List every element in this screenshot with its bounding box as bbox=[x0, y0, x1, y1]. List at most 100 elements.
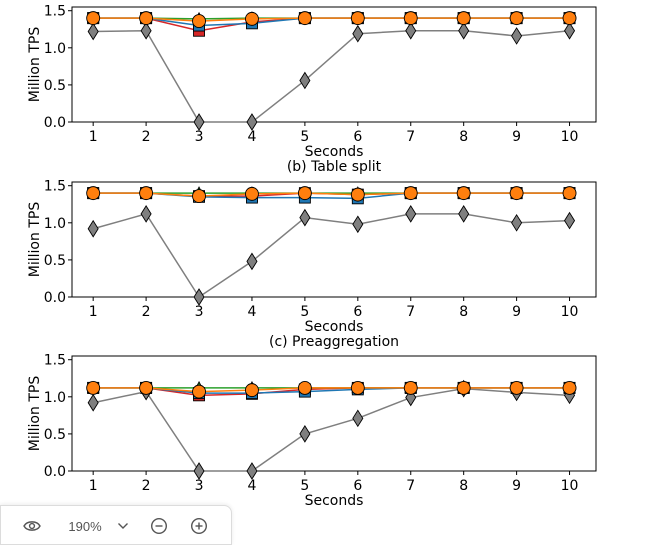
series-line bbox=[93, 29, 570, 123]
series-5 bbox=[86, 11, 577, 29]
x-tick-label: 9 bbox=[512, 478, 521, 494]
eye-icon[interactable] bbox=[21, 516, 43, 536]
data-point bbox=[245, 383, 259, 398]
data-point bbox=[192, 384, 206, 399]
x-tick-label: 8 bbox=[459, 304, 468, 320]
x-tick-label: 6 bbox=[353, 478, 362, 494]
series-1 bbox=[87, 12, 576, 37]
viewer-toolbar: 190% bbox=[0, 505, 232, 545]
data-point bbox=[564, 21, 576, 40]
data-point bbox=[246, 462, 258, 480]
data-point bbox=[403, 380, 418, 395]
x-tick-label: 7 bbox=[406, 304, 415, 320]
series-line bbox=[93, 387, 570, 472]
plot-frame bbox=[71, 355, 597, 472]
x-tick-label: 10 bbox=[561, 129, 579, 145]
plot-frame bbox=[71, 6, 597, 123]
x-tick-label: 4 bbox=[247, 129, 256, 145]
y-tick-label: 1.5 bbox=[44, 353, 66, 369]
chart-caption: (b) Table split bbox=[287, 159, 382, 175]
x-tick-label: 4 bbox=[247, 304, 256, 320]
x-tick-label: 8 bbox=[459, 129, 468, 145]
data-point bbox=[140, 21, 152, 40]
y-tick-label: 0.0 bbox=[44, 464, 66, 480]
x-axis-label: Seconds bbox=[305, 493, 364, 505]
x-axis-label: Seconds bbox=[305, 144, 364, 160]
zoom-level[interactable]: 190% bbox=[68, 518, 102, 534]
series-5 bbox=[86, 186, 577, 204]
chevron-down-icon[interactable] bbox=[113, 516, 133, 536]
data-point bbox=[297, 11, 312, 26]
data-point bbox=[350, 187, 365, 202]
y-axis-label: Million TPS bbox=[27, 27, 43, 103]
zoom-out-icon[interactable] bbox=[147, 516, 171, 536]
data-point bbox=[456, 11, 471, 26]
x-tick-label: 3 bbox=[195, 304, 204, 320]
x-tick-label: 8 bbox=[459, 478, 468, 494]
data-point bbox=[140, 205, 152, 223]
data-point bbox=[403, 11, 418, 26]
data-point bbox=[246, 252, 258, 271]
series-line bbox=[93, 387, 570, 393]
x-tick-label: 6 bbox=[353, 304, 362, 320]
y-tick-label: 1.0 bbox=[44, 390, 66, 406]
data-point bbox=[139, 380, 154, 395]
data-point bbox=[562, 11, 577, 26]
data-point bbox=[511, 213, 523, 232]
data-point bbox=[86, 11, 101, 26]
x-tick-label: 10 bbox=[561, 478, 579, 494]
data-point bbox=[350, 380, 365, 395]
series-line bbox=[93, 17, 570, 22]
data-point bbox=[456, 186, 471, 201]
data-point bbox=[405, 21, 417, 40]
y-tick-label: 0.5 bbox=[44, 427, 66, 443]
series-4 bbox=[87, 21, 576, 131]
data-point bbox=[458, 21, 470, 40]
data-point bbox=[245, 186, 259, 201]
chart-caption: (c) Preaggregation bbox=[269, 334, 399, 350]
data-point bbox=[352, 409, 364, 428]
y-tick-label: 0.5 bbox=[44, 78, 66, 94]
data-point bbox=[299, 425, 311, 443]
data-point bbox=[193, 462, 205, 480]
data-point bbox=[193, 113, 205, 131]
data-point bbox=[458, 205, 470, 223]
x-tick-label: 7 bbox=[406, 478, 415, 494]
x-tick-label: 4 bbox=[247, 478, 256, 494]
series-3 bbox=[87, 187, 576, 205]
chart-panel-2: 0.0 0.5 1.0 1.5 1 2 3 4 5 6 7 8 9 10 Seconds(c) Preagg… bbox=[27, 179, 597, 350]
data-point bbox=[246, 113, 258, 131]
x-tick-label: 10 bbox=[561, 304, 579, 320]
series-line bbox=[92, 213, 570, 299]
y-tick-label: 1.0 bbox=[44, 41, 66, 57]
data-point bbox=[192, 14, 206, 29]
data-point bbox=[350, 11, 365, 26]
x-tick-label: 2 bbox=[142, 129, 151, 145]
series-4 bbox=[87, 205, 576, 306]
data-point bbox=[511, 27, 523, 45]
data-point bbox=[192, 189, 206, 204]
x-tick-label: 5 bbox=[300, 304, 309, 320]
data-point bbox=[86, 380, 101, 395]
y-axis-label: Million TPS bbox=[27, 202, 43, 278]
y-tick-label: 0.0 bbox=[44, 115, 66, 131]
series-4 bbox=[87, 379, 576, 480]
x-tick-label: 9 bbox=[512, 304, 521, 320]
x-tick-label: 2 bbox=[142, 304, 151, 320]
data-point bbox=[297, 380, 312, 395]
data-point bbox=[456, 380, 471, 395]
x-tick-label: 3 bbox=[195, 478, 204, 494]
x-tick-label: 2 bbox=[142, 478, 151, 494]
x-tick-label: 1 bbox=[89, 478, 98, 494]
data-point bbox=[299, 208, 311, 227]
plot-frame bbox=[71, 181, 597, 298]
data-point bbox=[405, 205, 417, 223]
y-tick-label: 0.0 bbox=[44, 290, 66, 306]
y-tick-label: 0.5 bbox=[44, 253, 66, 269]
data-point bbox=[297, 186, 312, 201]
data-point bbox=[87, 219, 99, 238]
x-tick-label: 5 bbox=[300, 129, 309, 145]
data-point bbox=[403, 186, 418, 201]
zoom-in-icon[interactable] bbox=[187, 516, 211, 536]
